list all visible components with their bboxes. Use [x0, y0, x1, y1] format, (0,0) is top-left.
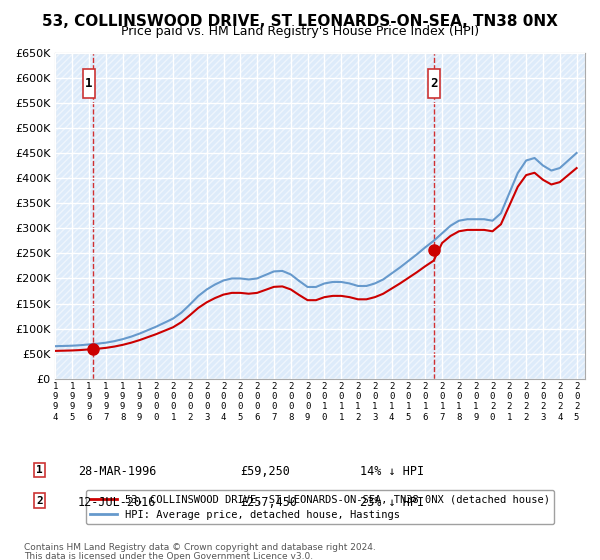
- Bar: [83, 69, 95, 98]
- Text: 53, COLLINSWOOD DRIVE, ST LEONARDS-ON-SEA, TN38 0NX: 53, COLLINSWOOD DRIVE, ST LEONARDS-ON-SE…: [42, 14, 558, 29]
- Text: £257,450: £257,450: [240, 496, 297, 508]
- Text: 1: 1: [36, 465, 43, 475]
- Text: This data is licensed under the Open Government Licence v3.0.: This data is licensed under the Open Gov…: [24, 552, 313, 560]
- Text: 23% ↓ HPI: 23% ↓ HPI: [360, 496, 424, 508]
- Legend: 53, COLLINSWOOD DRIVE, ST LEONARDS-ON-SEA, TN38 0NX (detached house), HPI: Avera: 53, COLLINSWOOD DRIVE, ST LEONARDS-ON-SE…: [86, 490, 554, 524]
- Text: 2: 2: [36, 496, 43, 506]
- Bar: [428, 69, 440, 98]
- Text: 12-JUL-2016: 12-JUL-2016: [78, 496, 157, 508]
- Text: 1: 1: [85, 77, 93, 90]
- Text: 28-MAR-1996: 28-MAR-1996: [78, 465, 157, 478]
- Text: Price paid vs. HM Land Registry's House Price Index (HPI): Price paid vs. HM Land Registry's House …: [121, 25, 479, 38]
- Text: Contains HM Land Registry data © Crown copyright and database right 2024.: Contains HM Land Registry data © Crown c…: [24, 543, 376, 552]
- Text: 2: 2: [430, 77, 437, 90]
- Text: £59,250: £59,250: [240, 465, 290, 478]
- Text: 14% ↓ HPI: 14% ↓ HPI: [360, 465, 424, 478]
